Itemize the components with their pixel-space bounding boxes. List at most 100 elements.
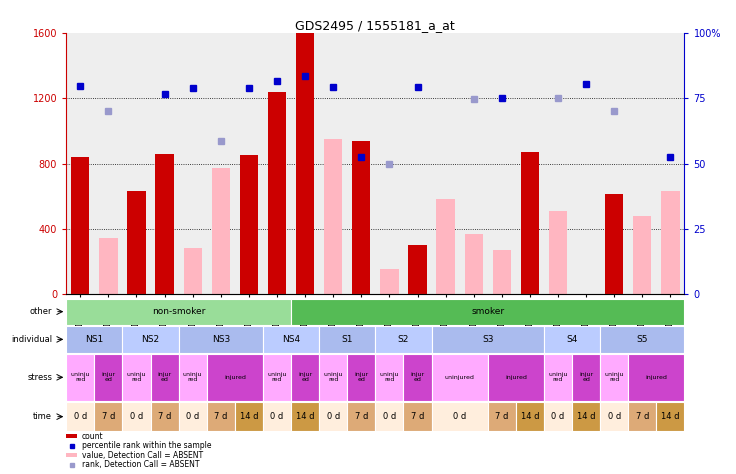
Text: 7 d: 7 d: [102, 412, 115, 421]
Text: injur
ed: injur ed: [158, 372, 171, 383]
Text: uninju
red: uninju red: [127, 372, 146, 383]
Bar: [207, 402, 235, 431]
Bar: [629, 354, 684, 401]
Text: NS2: NS2: [141, 335, 160, 344]
Bar: [155, 154, 174, 294]
Bar: [99, 238, 118, 294]
Text: injured: injured: [645, 375, 668, 380]
Text: smoker: smoker: [471, 307, 504, 316]
Bar: [183, 248, 202, 294]
Bar: [600, 354, 629, 401]
Bar: [549, 211, 567, 294]
Text: 0 d: 0 d: [383, 412, 396, 421]
Text: NS4: NS4: [282, 335, 300, 344]
Bar: [544, 354, 572, 401]
Text: uninju
red: uninju red: [323, 372, 343, 383]
Text: value, Detection Call = ABSENT: value, Detection Call = ABSENT: [82, 451, 203, 459]
Bar: [352, 141, 370, 294]
Bar: [431, 402, 488, 431]
Bar: [212, 168, 230, 294]
Bar: [319, 354, 347, 401]
Bar: [240, 155, 258, 294]
Bar: [544, 326, 600, 353]
Text: 7 d: 7 d: [411, 412, 424, 421]
Bar: [661, 191, 679, 294]
Bar: [516, 402, 544, 431]
Bar: [347, 354, 375, 401]
Bar: [436, 200, 455, 294]
Text: 0 d: 0 d: [186, 412, 199, 421]
Text: count: count: [82, 432, 103, 440]
Text: injured: injured: [224, 375, 246, 380]
Bar: [291, 402, 319, 431]
Text: non-smoker: non-smoker: [152, 307, 205, 316]
Text: 0 d: 0 d: [74, 412, 87, 421]
Text: S3: S3: [482, 335, 494, 344]
Text: uninju
red: uninju red: [183, 372, 202, 383]
Bar: [375, 402, 403, 431]
Bar: [122, 402, 151, 431]
Bar: [66, 326, 122, 353]
Text: 14 d: 14 d: [296, 412, 314, 421]
Bar: [347, 402, 375, 431]
Bar: [94, 402, 122, 431]
Bar: [151, 402, 179, 431]
Text: 14 d: 14 d: [661, 412, 679, 421]
Bar: [291, 354, 319, 401]
Text: other: other: [29, 307, 52, 316]
Text: individual: individual: [11, 335, 52, 344]
Bar: [431, 326, 544, 353]
Bar: [403, 402, 431, 431]
Bar: [66, 354, 94, 401]
Bar: [71, 157, 89, 294]
Text: NS1: NS1: [85, 335, 104, 344]
Bar: [633, 216, 651, 294]
Text: 0 d: 0 d: [327, 412, 340, 421]
Text: uninjured: uninjured: [445, 375, 475, 380]
Bar: [431, 354, 488, 401]
Title: GDS2495 / 1555181_a_at: GDS2495 / 1555181_a_at: [295, 19, 456, 32]
Bar: [291, 299, 684, 325]
Bar: [268, 92, 286, 294]
Bar: [492, 250, 511, 294]
Text: percentile rank within the sample: percentile rank within the sample: [82, 441, 211, 450]
Text: injur
ed: injur ed: [354, 372, 369, 383]
Bar: [179, 402, 207, 431]
Text: stress: stress: [27, 373, 52, 382]
Bar: [263, 354, 291, 401]
Bar: [403, 354, 431, 401]
Bar: [66, 434, 77, 438]
Bar: [179, 354, 207, 401]
Text: injur
ed: injur ed: [102, 372, 116, 383]
Text: 7 d: 7 d: [495, 412, 509, 421]
Text: 7 d: 7 d: [355, 412, 368, 421]
Text: 14 d: 14 d: [520, 412, 539, 421]
Text: injur
ed: injur ed: [411, 372, 425, 383]
Bar: [263, 326, 319, 353]
Text: 0 d: 0 d: [551, 412, 565, 421]
Bar: [207, 354, 263, 401]
Bar: [544, 402, 572, 431]
Text: S4: S4: [567, 335, 578, 344]
Bar: [521, 152, 539, 294]
Text: 0 d: 0 d: [130, 412, 143, 421]
Bar: [657, 402, 684, 431]
Bar: [235, 402, 263, 431]
Text: uninju
red: uninju red: [267, 372, 287, 383]
Bar: [600, 326, 684, 353]
Bar: [408, 245, 427, 294]
Text: uninju
red: uninju red: [380, 372, 399, 383]
Text: 0 d: 0 d: [453, 412, 467, 421]
Bar: [572, 402, 600, 431]
Bar: [572, 354, 600, 401]
Bar: [122, 354, 151, 401]
Text: uninju
red: uninju red: [548, 372, 567, 383]
Text: injured: injured: [505, 375, 527, 380]
Bar: [629, 402, 657, 431]
Text: S5: S5: [637, 335, 648, 344]
Text: 0 d: 0 d: [270, 412, 283, 421]
Text: time: time: [33, 412, 52, 421]
Bar: [600, 402, 629, 431]
Bar: [66, 453, 77, 457]
Bar: [94, 354, 122, 401]
